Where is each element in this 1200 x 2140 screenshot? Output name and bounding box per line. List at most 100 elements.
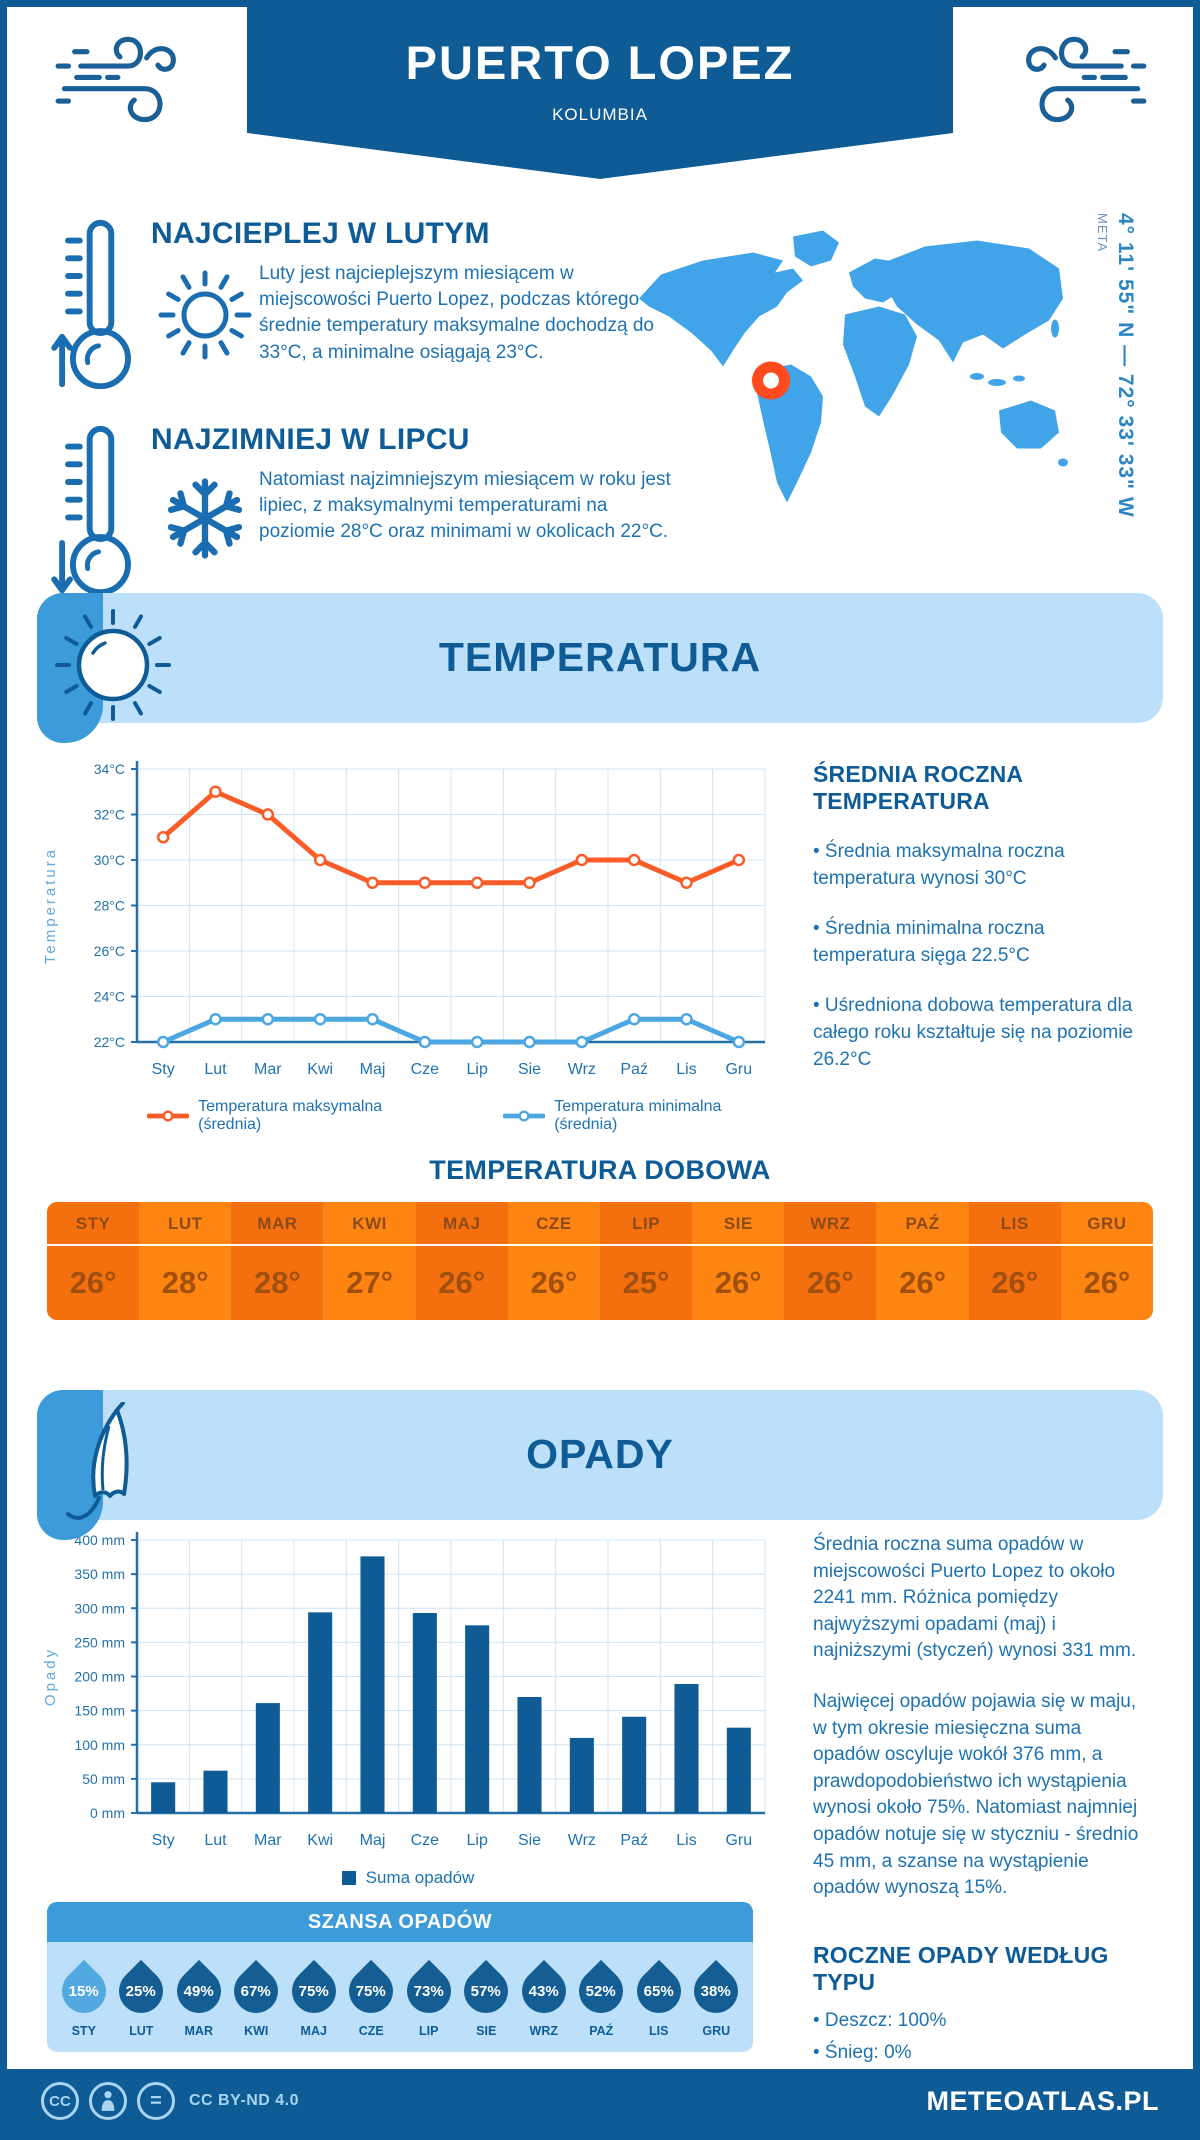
daily-table-month: LIS [968,1202,1061,1246]
droplet-icon: 57% [455,1959,518,2023]
svg-text:30°C: 30°C [94,852,125,868]
wind-icon [55,36,176,123]
precipitation-by-type-bullet: • Śnieg: 0% [813,2042,912,2064]
daily-table-value: 26° [69,1265,117,1300]
title-banner: PUERTO LOPEZ KOLUMBIA [247,7,953,133]
daily-table-month: GRU [1060,1202,1153,1246]
svg-text:50 mm: 50 mm [82,1771,125,1787]
daily-table-month: SIE [692,1202,785,1246]
data-point [470,1035,484,1049]
svg-text:24°C: 24°C [94,989,125,1005]
bar-Lut [203,1770,228,1813]
data-point [261,808,275,821]
temperature-banner: TEMPERATURA [37,593,1163,743]
daily-table-column: MAR 28° [231,1202,324,1320]
data-point [156,831,170,844]
svg-text:Maj: Maj [360,1061,386,1078]
data-point [523,1035,536,1049]
data-point [313,853,327,867]
chance-of-rain-droplets: 15% STY 25% LUT 49% MAR 67% KWI 75% MAJ 75% CZE 73% L… [47,1942,753,2052]
svg-text:Paź: Paź [620,1832,648,1849]
daily-table-value: 26° [899,1265,947,1300]
coldest-title: NAJZIMNIEJ W LIPCU [151,423,470,456]
daily-table-month: KWI [323,1202,416,1246]
droplet-column: 73% LIP [397,1959,460,2038]
droplet-percentage: 38% [701,1982,732,2000]
droplet-month: LUT [129,2024,154,2038]
banner-chevron [247,133,953,179]
bar-Gru [726,1727,751,1813]
bar-Maj [360,1556,385,1813]
svg-text:Gru: Gru [725,1832,752,1849]
precipitation-paragraph: Średnia roczna suma opadów w miejscowośc… [813,1534,1137,1662]
data-point [209,1013,222,1026]
data-point [732,1035,746,1049]
svg-text:Lis: Lis [676,1061,696,1078]
daily-table-column: LIP 25° [599,1202,693,1320]
daily-table-column: LUT 28° [139,1202,232,1320]
svg-text:250 mm: 250 mm [74,1634,125,1650]
droplet-month: STY [71,2024,96,2038]
daily-table-column: GRU 26° [1060,1202,1153,1320]
data-point [627,1013,641,1026]
droplet-icon: 52% [570,1959,633,2023]
droplet-icon: 15% [52,1959,115,2023]
droplet-percentage: 73% [413,1982,444,2000]
daily-table-value: 26° [806,1265,854,1300]
svg-text:22°C: 22°C [94,1034,125,1050]
data-point [418,876,432,889]
warmest-month-block: NAJCIEPLEJ W LUTYM Luty [47,215,695,397]
precipitation-banner-title: OPADY [526,1431,674,1477]
data-point [575,1035,589,1049]
license-label: CC BY-ND 4.0 [189,2092,300,2109]
precipitation-chart-legend: Suma opadów [37,1866,779,1890]
legend-item: Temperatura maksymalna (średnia) [147,1098,439,1134]
warmest-title: NAJCIEPLEJ W LUTYM [151,217,490,250]
svg-text:0 mm: 0 mm [90,1805,125,1821]
droplet-column: 52% PAŹ [570,1959,633,2038]
thermometer-down-icon [51,425,131,596]
daily-table-month: PAŹ [876,1202,969,1246]
bar-Paź [622,1716,647,1813]
svg-text:Temperatura: Temperatura [42,847,59,964]
droplet-month: MAJ [300,2024,327,2038]
page-title: PUERTO LOPEZ [405,36,795,89]
svg-text:34°C: 34°C [94,761,125,777]
data-point [470,876,484,889]
svg-text:400 mm: 400 mm [74,1532,125,1548]
data-point [680,876,693,889]
droplet-icon: 73% [397,1959,460,2023]
droplet-percentage: 67% [241,1982,272,2000]
bar-Mar [255,1703,280,1813]
sun-icon [158,270,252,360]
droplet-percentage: 52% [586,1982,617,2000]
svg-text:Sty: Sty [152,1061,175,1078]
sun-icon [55,609,171,721]
annual-temperature-bullet: • Średnia maksymalna roczna temperatura … [813,841,1065,889]
svg-text:Cze: Cze [411,1832,440,1849]
snowflake-icon [167,478,243,559]
svg-text:Opady: Opady [42,1647,59,1706]
coldest-month-block: NAJZIMNIEJ W LIPCU Natomiast najzimniejs… [47,421,695,603]
svg-text:Wrz: Wrz [568,1832,596,1849]
precipitation-by-type-bullet: • Deszcz: 100% [813,2009,947,2031]
license-icons: CC = [41,2082,175,2120]
legend-item: Temperatura minimalna (średnia) [503,1098,779,1134]
daily-table-column: PAŹ 26° [876,1202,969,1320]
daily-table-month: LUT [139,1202,232,1246]
umbrella-icon [66,1402,129,1520]
coldest-text: Natomiast najzimniejszym miesiącem w rok… [259,469,671,543]
svg-text:28°C: 28°C [94,898,125,914]
annual-temperature-bullet: • Średnia minimalna roczna temperatura s… [813,918,1045,966]
svg-text:Sie: Sie [518,1061,541,1078]
svg-text:Mar: Mar [254,1832,282,1849]
bar-Lis [674,1684,699,1813]
attribution-icon [89,2082,127,2120]
svg-text:Paź: Paź [620,1061,648,1078]
daily-table-value: 26° [714,1265,762,1300]
svg-text:Kwi: Kwi [307,1061,333,1078]
brand-label: METEOATLAS.PL [926,2085,1159,2116]
droplet-icon: 75% [282,1959,345,2023]
data-point [313,1013,327,1026]
data-point [261,1013,275,1026]
